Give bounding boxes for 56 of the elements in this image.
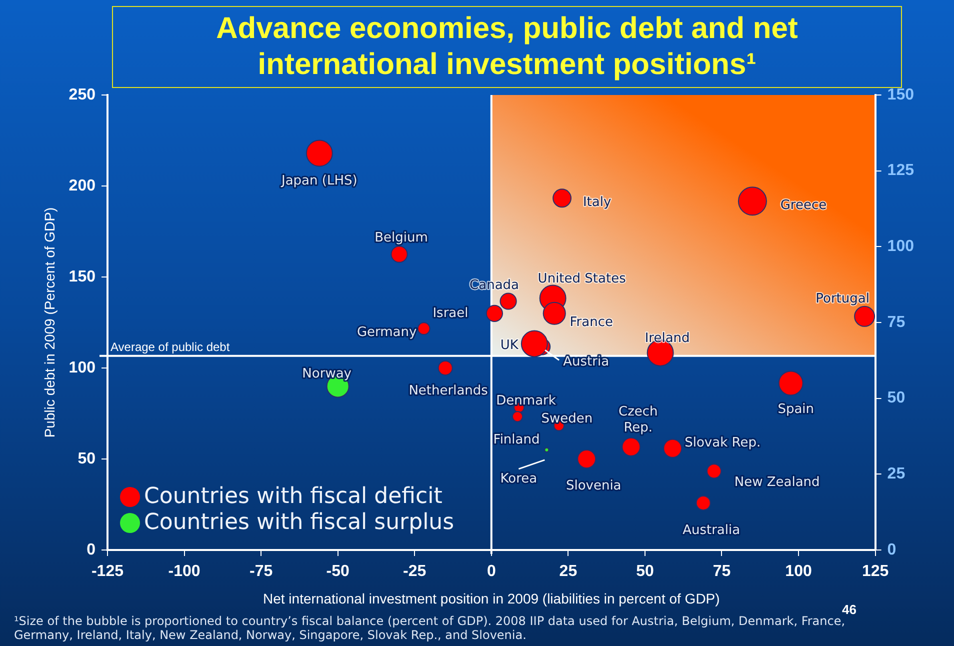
x-tick-label: 0 bbox=[486, 563, 496, 580]
y-tick-label: 100 bbox=[68, 359, 96, 376]
y-tick-label: 150 bbox=[68, 268, 96, 286]
annotation: Norway bbox=[302, 366, 352, 382]
x-tick-label: -50 bbox=[326, 563, 350, 580]
x-tick-label: -125 bbox=[91, 563, 124, 580]
y-tick-label: 250 bbox=[68, 86, 96, 104]
annotation: Portugal bbox=[816, 291, 870, 306]
x-tick-label: 125 bbox=[862, 563, 889, 580]
annotation: UK bbox=[500, 338, 519, 353]
x-tick-label: -100 bbox=[168, 563, 200, 580]
annotation: Spain bbox=[778, 402, 814, 417]
annotation: Finland bbox=[493, 432, 540, 448]
y-tick-label: 200 bbox=[68, 177, 96, 194]
text: 46 bbox=[842, 602, 856, 617]
legend-label: Countries with fiscal surplus bbox=[144, 510, 454, 536]
annotation: Italy bbox=[582, 195, 612, 210]
annotation: Slovak Rep. bbox=[684, 435, 761, 450]
annotation: United States bbox=[538, 271, 626, 286]
annotation: Belgium bbox=[374, 230, 428, 246]
x-tick-label: 25 bbox=[559, 563, 578, 580]
annotation: Greece bbox=[780, 198, 827, 213]
annotation: Ireland bbox=[644, 330, 690, 346]
annotation: Sweden bbox=[541, 412, 593, 427]
y2-tick-label: 0 bbox=[887, 541, 896, 558]
annotation: Netherlands bbox=[408, 383, 488, 398]
y2-tick-label: 100 bbox=[887, 238, 914, 256]
annotation: Denmark bbox=[496, 394, 556, 409]
y2-tick-label: 125 bbox=[887, 162, 914, 180]
ref-line-label: Average of public debt bbox=[110, 340, 230, 354]
annotation: Israel bbox=[432, 306, 468, 321]
text: ¹Size of the bubble is proportioned to country’s fiscal balance (percent of GDP). 2008 IIP data used for Austria, Belgium, Denmark, France, Germany, Ireland, Italy, New Zealand, Norway, Singapore, Slovak Rep., and Slovenia. bbox=[14, 614, 846, 642]
y2-tick-label: 150 bbox=[887, 86, 914, 104]
annotation: Austria bbox=[563, 354, 610, 370]
x-tick-label: 100 bbox=[785, 563, 812, 580]
annotation: Slovenia bbox=[566, 478, 622, 494]
x-axis-title: Net international investment position in 2009 (liabilities in percent of GDP) bbox=[263, 590, 720, 606]
annotation: Australia bbox=[682, 523, 740, 538]
x-tick-label: 50 bbox=[636, 563, 654, 580]
annotation: Germany bbox=[356, 325, 418, 340]
chart-title: Advance economies, public debt and net international investment positions¹ bbox=[112, 6, 902, 88]
x-tick-label: -75 bbox=[249, 563, 273, 580]
x-tick-label: -25 bbox=[403, 563, 426, 580]
annotation: New Zealand bbox=[734, 475, 820, 490]
y-axis-title: Public debt in 2009 (Percent of GDP) bbox=[41, 207, 58, 438]
y2-tick-label: 50 bbox=[887, 390, 906, 407]
y-tick-label: 0 bbox=[86, 541, 96, 558]
y2-tick-label: 75 bbox=[887, 314, 906, 331]
annotation: Czech Rep. bbox=[618, 404, 658, 436]
annotation: Korea bbox=[500, 471, 538, 486]
legend-label: Countries with fiscal deficit bbox=[144, 484, 442, 510]
annotation: France bbox=[570, 314, 613, 330]
annotation: Japan (LHS) bbox=[280, 174, 358, 189]
y-tick-label: 50 bbox=[78, 450, 96, 468]
y2-tick-label: 25 bbox=[887, 466, 906, 483]
x-tick-label: 75 bbox=[712, 563, 731, 580]
